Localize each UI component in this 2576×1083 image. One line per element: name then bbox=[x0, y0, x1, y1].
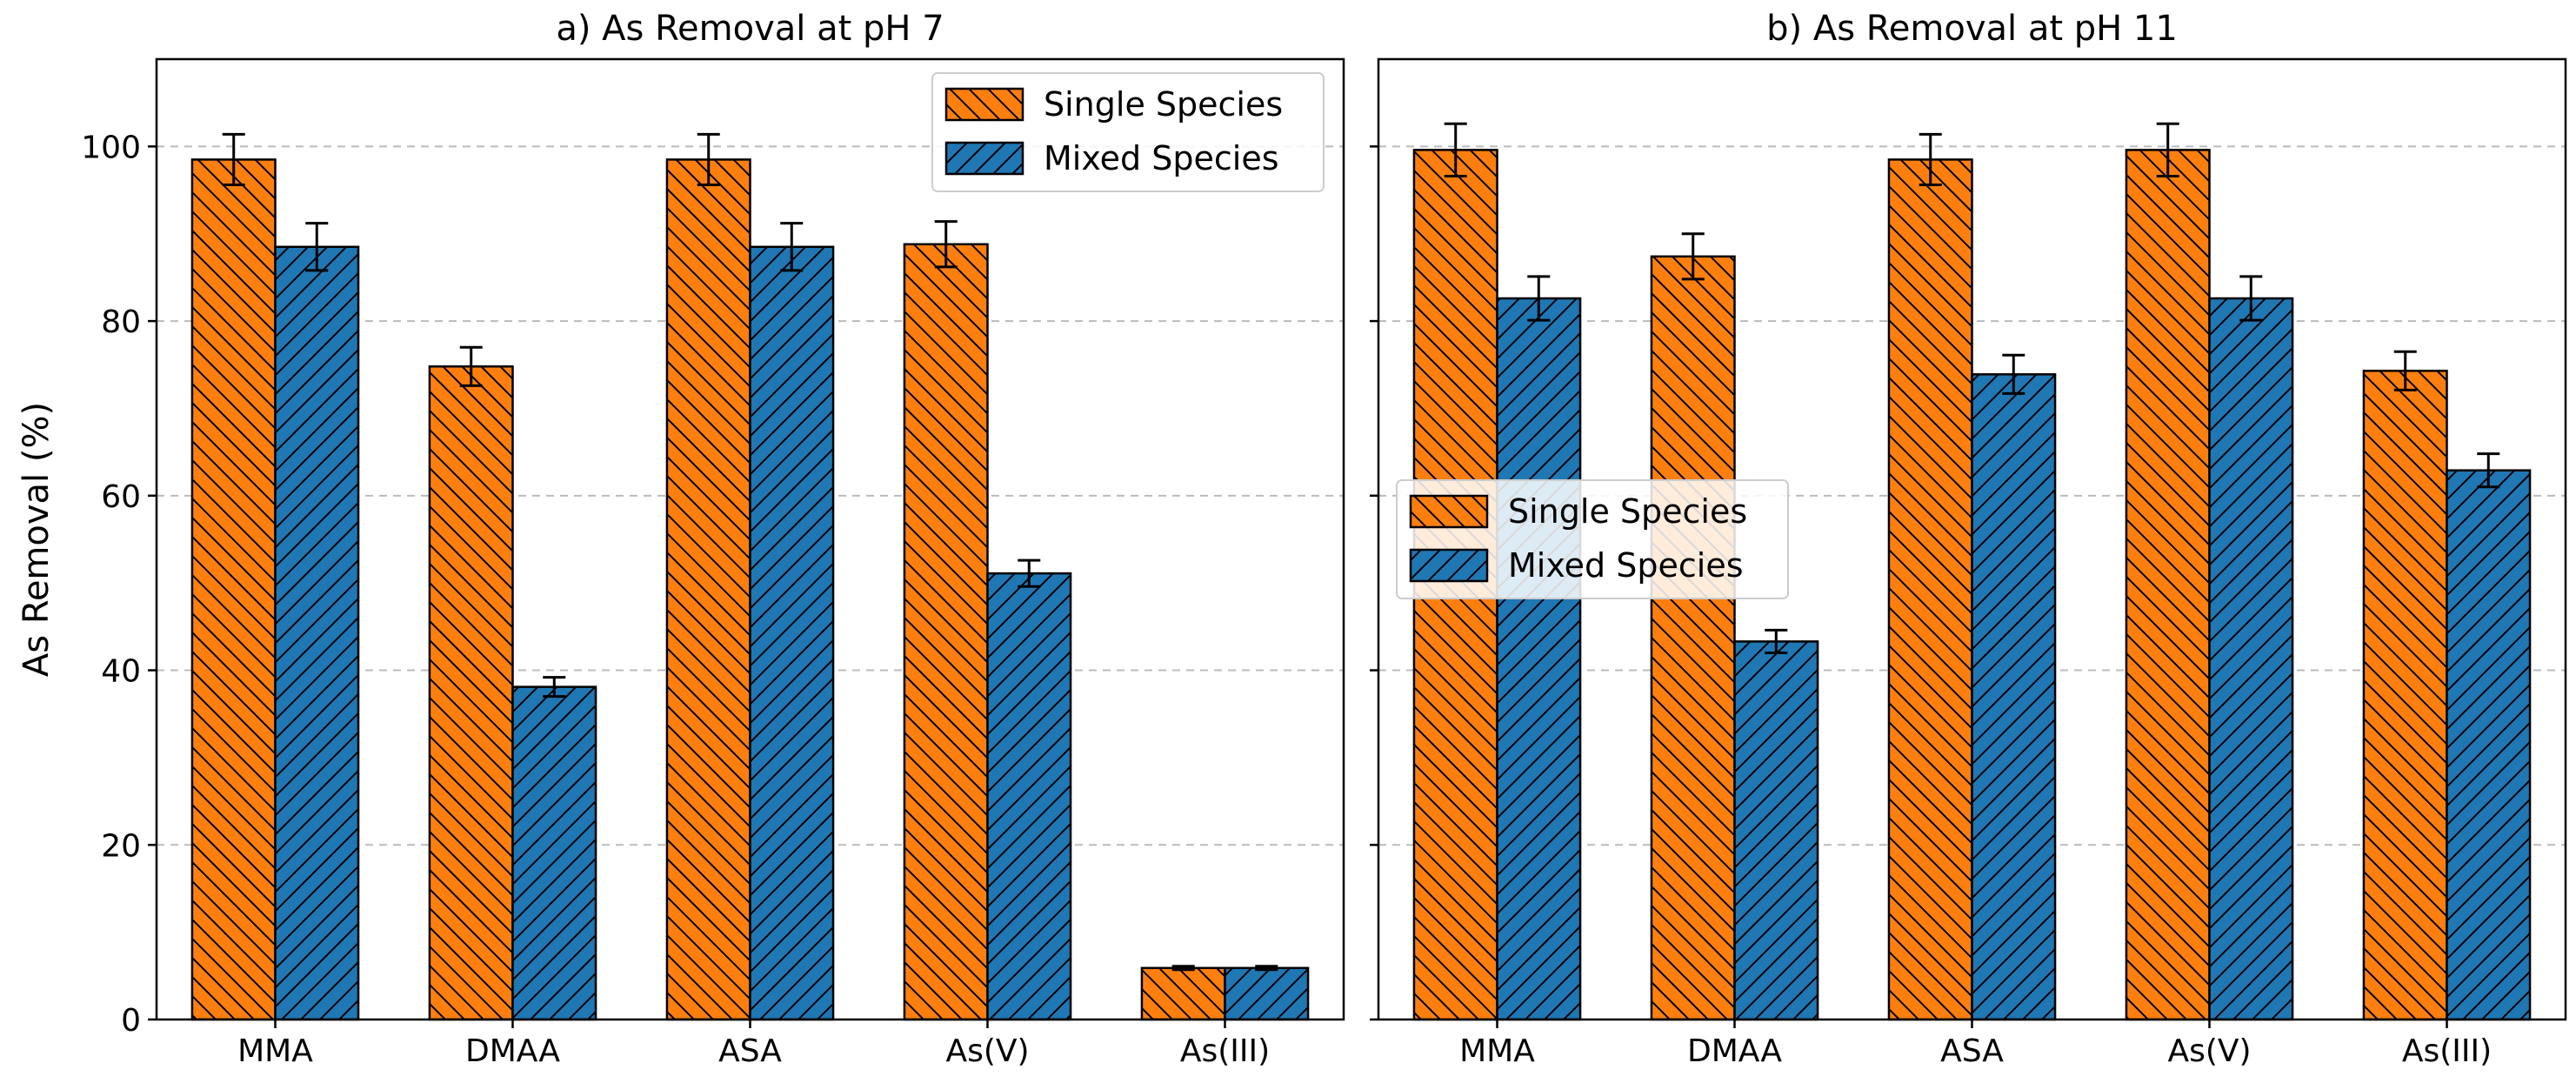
y-tick-label: 0 bbox=[121, 1003, 141, 1039]
legend-swatch-mixed bbox=[944, 141, 1024, 176]
x-tick-label: MMA bbox=[237, 1033, 313, 1069]
x-tick-label: DMAA bbox=[1687, 1033, 1782, 1069]
bar-mixed-dmaa bbox=[1733, 640, 1819, 1021]
bar-single-asv bbox=[903, 243, 989, 1021]
legend-box bbox=[931, 72, 1325, 192]
x-tick-label: As(V) bbox=[945, 1033, 1029, 1069]
x-tick-label: ASA bbox=[718, 1033, 782, 1069]
bar-mixed-asa bbox=[1971, 373, 2057, 1021]
legend-swatch-mixed bbox=[1409, 548, 1489, 583]
bar-mixed-mma bbox=[1496, 297, 1582, 1021]
x-tick-label: As(III) bbox=[2402, 1033, 2492, 1069]
chart-title: a) As Removal at pH 7 bbox=[556, 9, 944, 49]
bar-single-asiii bbox=[1140, 966, 1226, 1021]
bar-mixed-asiii bbox=[2446, 469, 2532, 1021]
x-tick-label: As(V) bbox=[2167, 1033, 2251, 1069]
x-tick-label: DMAA bbox=[465, 1033, 560, 1069]
y-tick-label: 100 bbox=[81, 130, 141, 165]
panel-ph11: MMA DMAA ASA As(V) As(III) b) As Removal at p… bbox=[1370, 9, 2567, 1069]
legend: Single Species Mixed Species bbox=[1396, 479, 1789, 599]
y-tick-label: 40 bbox=[101, 654, 141, 690]
legend-box bbox=[1396, 479, 1789, 599]
panel-ph7: As Removal (%) 0 20 40 60 80 100 MMA DMAA ASA As(… bbox=[17, 9, 1345, 1069]
y-tick-label: 80 bbox=[101, 304, 141, 340]
legend-label: Single Species bbox=[1044, 85, 1283, 124]
y-tick-label: 60 bbox=[101, 479, 141, 515]
plot-frame bbox=[155, 57, 1345, 1021]
bar-mixed-asa bbox=[749, 245, 835, 1021]
bar-mixed-dmaa bbox=[511, 685, 597, 1021]
legend-label: Mixed Species bbox=[1044, 139, 1279, 177]
bar-single-asa bbox=[665, 158, 751, 1021]
chart-title: b) As Removal at pH 11 bbox=[1766, 9, 2178, 49]
bar-single-mma bbox=[190, 158, 277, 1021]
plot-frame bbox=[1377, 57, 2567, 1021]
x-tick-label: MMA bbox=[1459, 1033, 1535, 1069]
x-tick-label: ASA bbox=[1940, 1033, 2004, 1069]
bar-mixed-asv bbox=[986, 572, 1072, 1021]
bar-single-asv bbox=[2125, 149, 2211, 1021]
bar-single-asiii bbox=[2362, 370, 2448, 1021]
bar-single-dmaa bbox=[428, 365, 514, 1021]
bar-single-asa bbox=[1887, 158, 1973, 1021]
y-tick-label: 20 bbox=[101, 828, 141, 864]
legend-label: Mixed Species bbox=[1508, 546, 1744, 585]
bar-mixed-asiii bbox=[1224, 966, 1310, 1021]
legend-label: Single Species bbox=[1508, 492, 1747, 531]
bar-mixed-mma bbox=[274, 245, 360, 1021]
bar-mixed-asv bbox=[2208, 297, 2294, 1021]
legend-swatch-single bbox=[944, 87, 1024, 122]
x-tick-label: As(III) bbox=[1180, 1033, 1270, 1069]
bar-single-dmaa bbox=[1650, 255, 1736, 1021]
legend-swatch-single bbox=[1409, 494, 1489, 529]
legend: Single Species Mixed Species bbox=[931, 72, 1325, 192]
y-axis-label: As Removal (%) bbox=[17, 402, 57, 677]
